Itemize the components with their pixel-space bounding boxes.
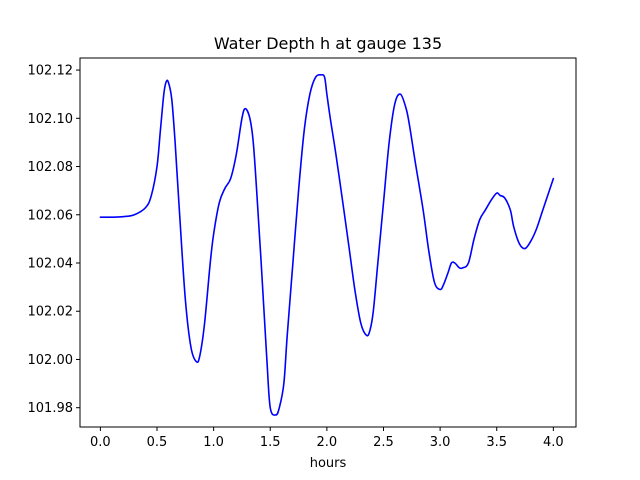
x-tick-label: 3.0 xyxy=(430,435,451,450)
y-tick-label: 102.00 xyxy=(28,353,74,368)
x-axis-label: hours xyxy=(310,456,347,471)
y-tick-label: 102.08 xyxy=(28,160,74,175)
y-tick-label: 102.04 xyxy=(28,257,74,272)
y-tick-label: 102.06 xyxy=(28,208,74,223)
x-tick-label: 3.5 xyxy=(486,435,507,450)
x-tick-label: 1.0 xyxy=(203,435,224,450)
chart-title: Water Depth h at gauge 135 xyxy=(214,34,442,53)
y-tick-label: 101.98 xyxy=(28,401,74,416)
plot-area: 0.0 0.5 1.0 1.5 2.0 2.5 3.0 3.5 4.0 101.98 102.00 1… xyxy=(28,64,564,450)
x-tick-label: 4.0 xyxy=(543,435,564,450)
x-tick-label: 1.5 xyxy=(260,435,281,450)
y-tick-label: 102.02 xyxy=(28,305,74,320)
x-tick-label: 0.5 xyxy=(147,435,168,450)
axes-frame xyxy=(79,57,577,428)
y-tick-label: 102.10 xyxy=(28,112,74,127)
x-tick-label: 0.0 xyxy=(90,435,111,450)
x-tick-label: 2.0 xyxy=(317,435,338,450)
series-line-0 xyxy=(99,73,555,416)
y-tick-label: 102.12 xyxy=(28,64,74,79)
x-tick-label: 2.5 xyxy=(373,435,394,450)
